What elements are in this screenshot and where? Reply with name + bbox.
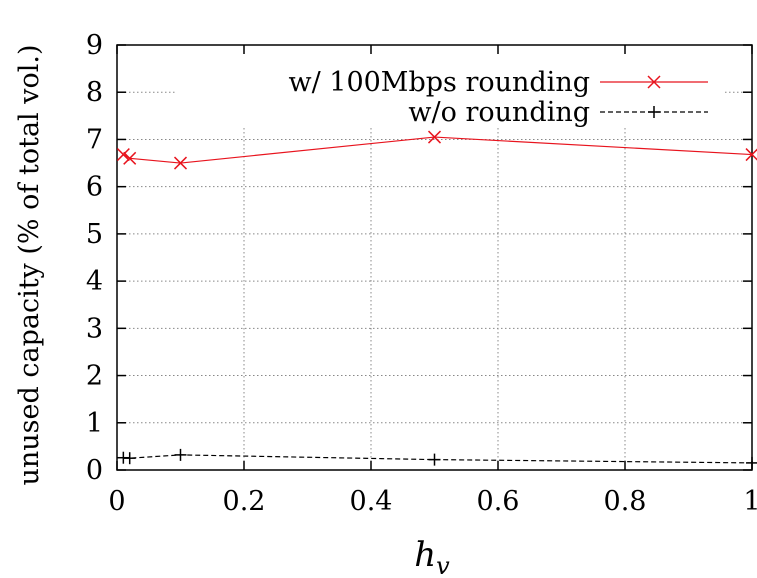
series-1-point — [116, 148, 130, 162]
y-tick-label: 6 — [86, 172, 103, 203]
marker-stroke — [427, 130, 442, 144]
x-tick-label: 0.2 — [223, 486, 266, 517]
series-2-point — [428, 453, 441, 466]
marker-stroke — [123, 151, 137, 165]
plot-frame — [116, 44, 753, 471]
y-tick-label: 4 — [86, 266, 103, 297]
y-tick-label: 3 — [86, 313, 103, 344]
legend-marker — [648, 106, 660, 118]
y-axis-label: unused capacity (% of total vol.) — [14, 44, 45, 485]
series-1-point — [173, 156, 188, 170]
marker-stroke — [647, 75, 661, 89]
series-2-point — [746, 456, 757, 469]
x-axis-label-main: h — [414, 535, 436, 575]
x-tick-label: 0.4 — [350, 486, 393, 517]
y-tick-label: 8 — [86, 77, 103, 108]
marker-stroke — [173, 156, 188, 170]
series-2-point — [123, 452, 136, 465]
series-1-point — [427, 130, 442, 144]
x-tick-label: 0.8 — [604, 486, 647, 517]
legend-label: w/ 100Mbps rounding — [288, 67, 590, 98]
axes-layer: 0 1 2 3 4 5 6 7 8 9 0 0.2 0.4 0.6 0.8 1 — [86, 30, 757, 517]
y-tick-label: 7 — [86, 124, 103, 155]
y-tick-label: 5 — [86, 219, 103, 250]
legend-label: w/o rounding — [408, 97, 590, 128]
grid-layer — [117, 91, 752, 470]
x-axis-label-subscript: v — [436, 552, 450, 578]
y-tick-label: 1 — [86, 408, 103, 439]
y-tick-label: 9 — [86, 30, 103, 61]
y-tick-label: 2 — [86, 361, 103, 392]
series-1-point — [123, 151, 137, 165]
legend-marker — [647, 75, 661, 89]
series-1-point — [745, 148, 757, 162]
x-tick-label: 0.6 — [477, 486, 520, 517]
marker-stroke — [745, 148, 757, 162]
marker-stroke — [116, 148, 130, 162]
x-tick-label: 1 — [743, 486, 757, 517]
x-axis-label: hv — [414, 535, 450, 578]
series-layer — [116, 130, 757, 469]
x-tick-label: 0 — [108, 486, 125, 517]
series-2-point — [174, 448, 187, 461]
y-tick-label: 0 — [86, 455, 103, 486]
